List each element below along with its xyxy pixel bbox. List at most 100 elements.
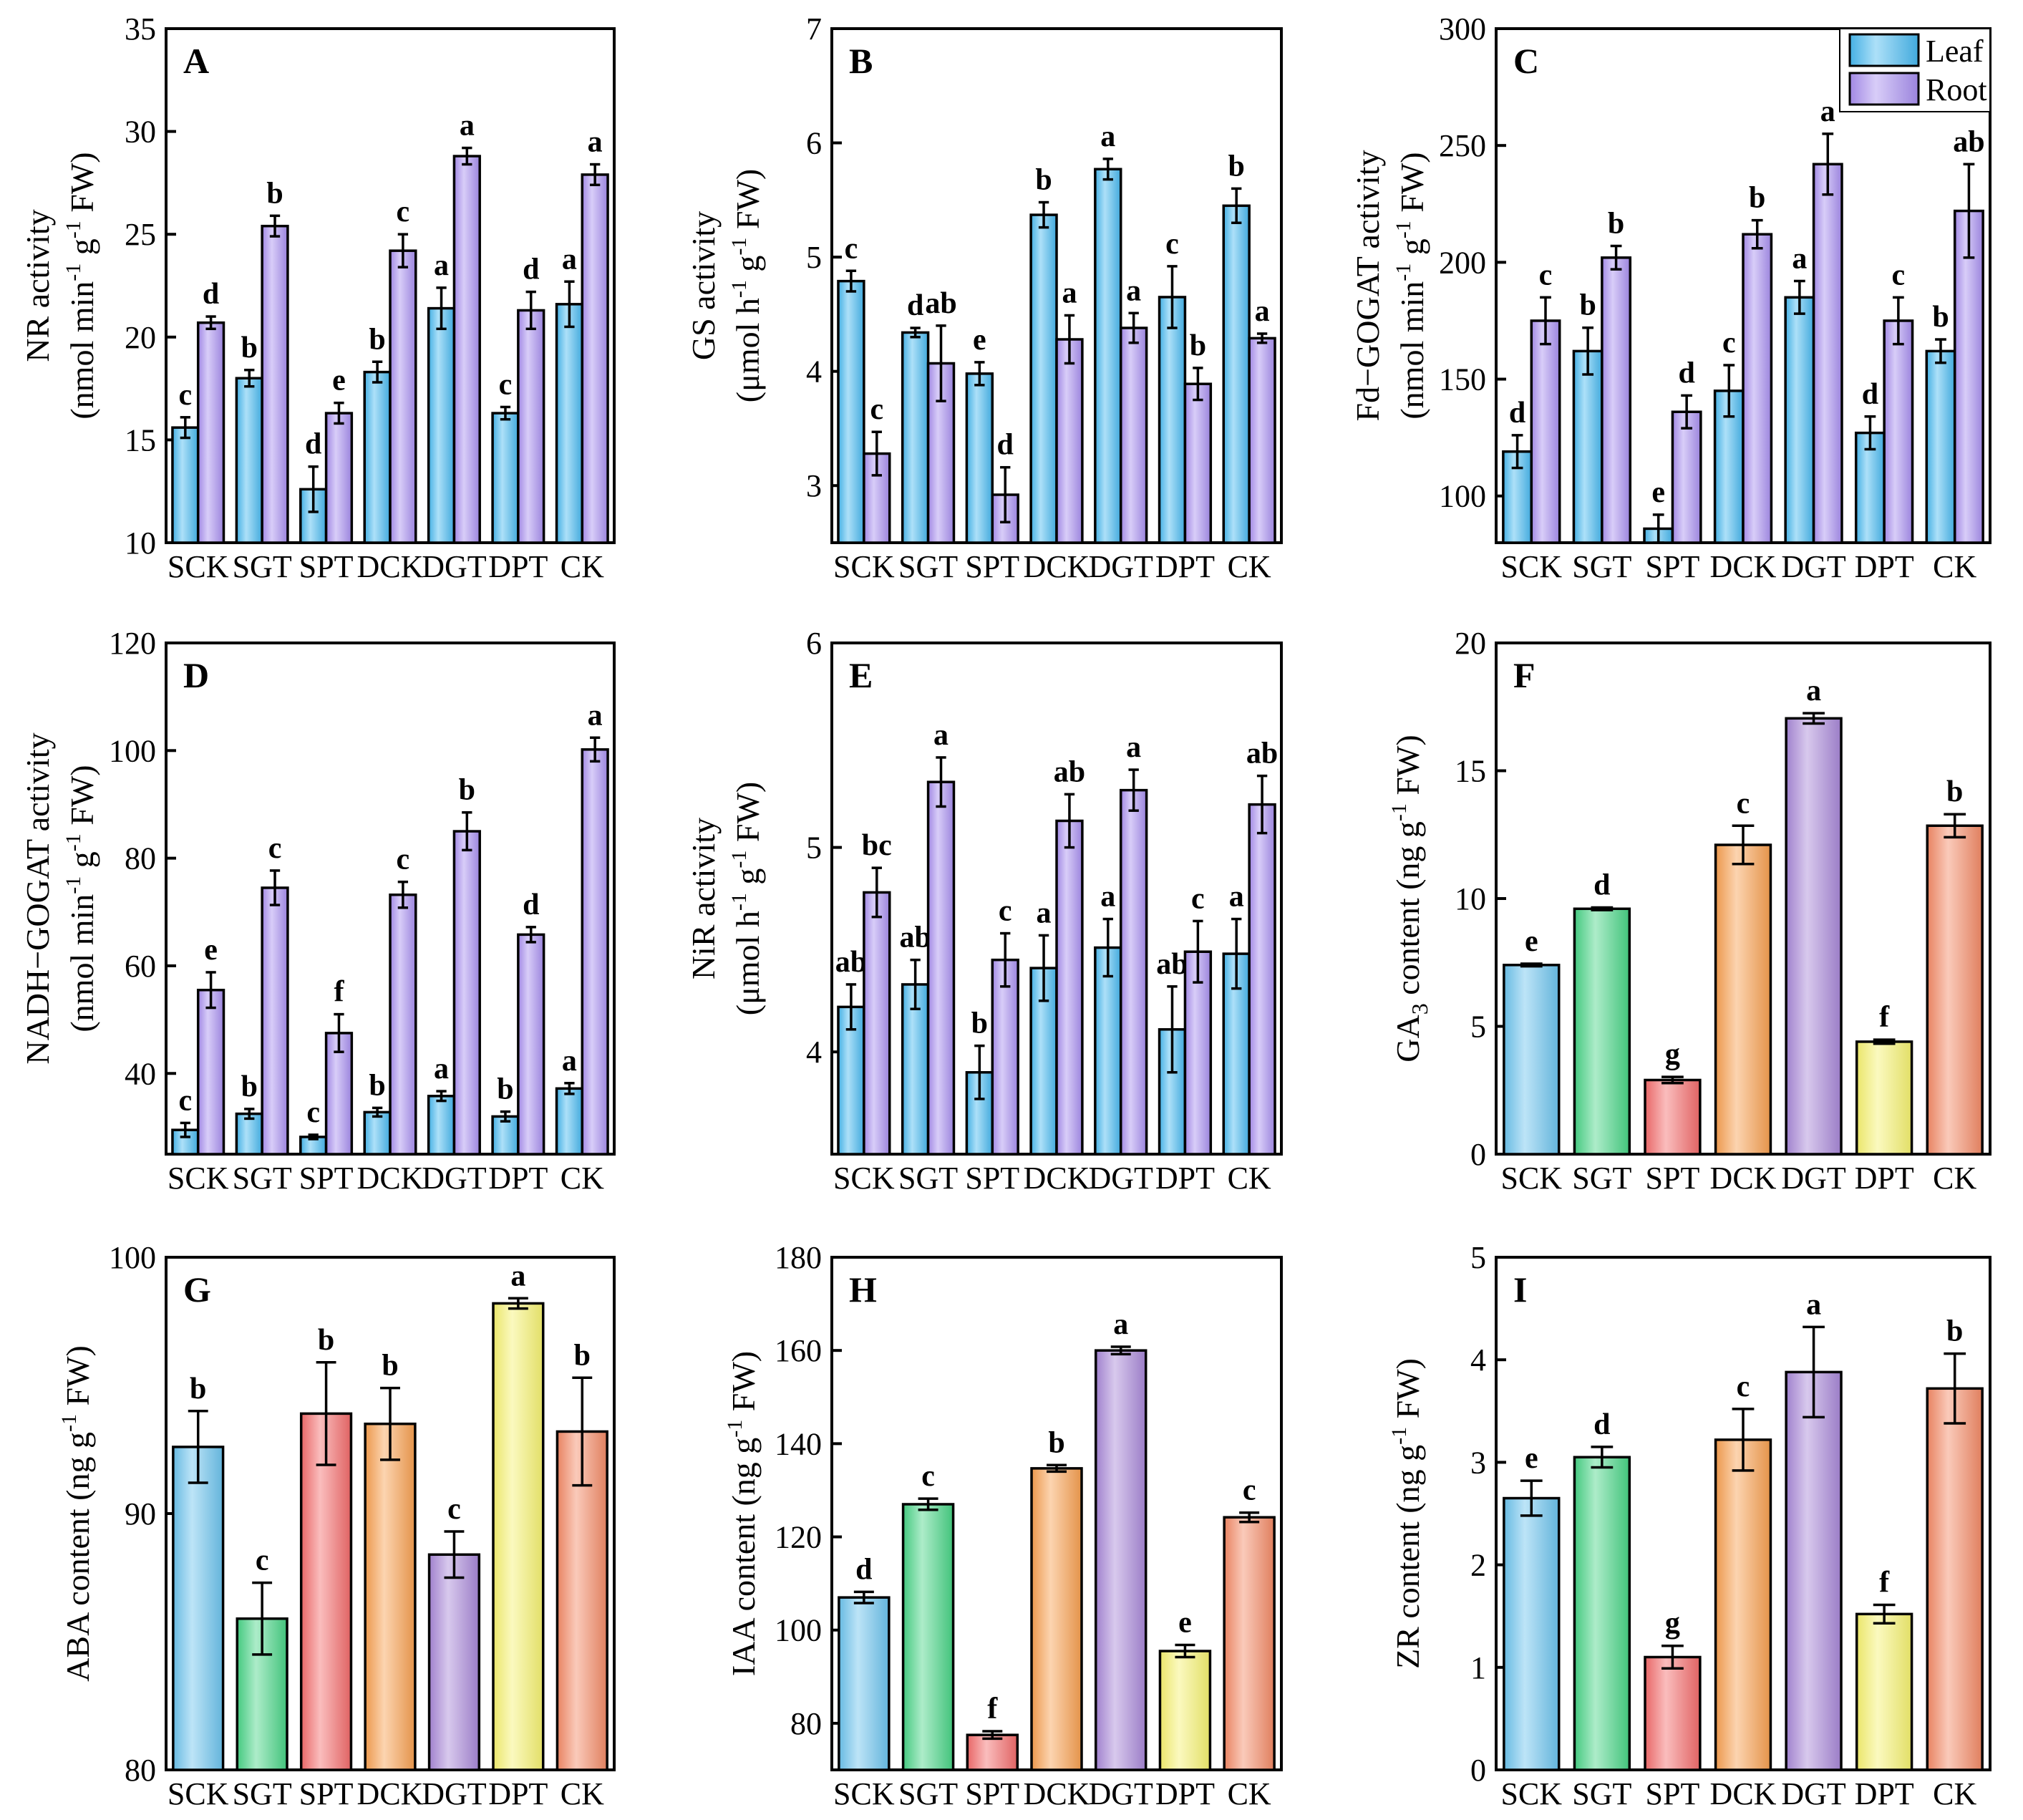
significance-letter: b [459,774,475,807]
x-tick-label: DPT [488,1161,548,1196]
x-tick-label: SPT [965,1776,1019,1811]
significance-letter: f [1879,1001,1890,1034]
y-tick-label: 5 [1470,1240,1486,1275]
significance-letter: a [460,110,475,142]
bar-root [261,224,289,544]
x-tick-label: SGT [898,1776,958,1811]
bar-leaf [1029,967,1058,1156]
y-tick-label: 6 [806,626,822,661]
x-tick-label: DCK [357,1161,424,1196]
bar-root [1953,209,1984,544]
bar-leaf [1572,349,1604,544]
chart-panel-I: 0 1 2 3 4 5I ZR content (ng g-1 FW) SCK SGT SPT DC… [1387,1240,1992,1811]
significance-letter: a [510,1259,525,1292]
y-axis-unit: (nmol min-1 g-1 FW) [62,765,100,1032]
y-tick-label: 3 [806,468,822,503]
significance-letter: d [523,253,539,286]
y-axis-unit: (μmol h-1 g-1 FW) [727,782,766,1015]
y-tick-label: 250 [1439,128,1486,163]
significance-letter: d [907,289,923,322]
significance-letter: a [562,243,577,276]
y-tick-label: 10 [125,526,156,561]
bar-spt [966,1733,1019,1771]
x-tick-label: SPT [1646,1161,1700,1196]
y-axis-title: ABA content (ng g-1 FW) [57,1345,96,1682]
significance-letter: a [562,1045,577,1078]
significance-letter: g [1665,1607,1680,1640]
y-tick-label: 4 [806,354,822,389]
significance-letter: e [332,364,346,397]
x-tick-label: DPT [1155,549,1215,584]
significance-letter: b [1946,775,1963,808]
significance-letter: c [397,843,410,876]
significance-letter: f [334,976,344,1009]
significance-letter: c [268,832,282,865]
bar-dgt [427,1553,481,1771]
significance-letter: d [1509,397,1525,430]
significance-letter: b [1932,301,1949,334]
y-tick-label: 2 [1470,1548,1486,1583]
x-tick-label: DPT [1155,1776,1215,1811]
x-tick-label: CK [1933,549,1976,584]
bar-root [324,412,354,544]
significance-letter: ab [1156,948,1188,981]
bar-root [389,893,417,1156]
chart-panel-F: 0 5 10 15 20 F GA3 content (ng g-1 FW) SCK SGT SP… [1387,626,1992,1196]
significance-letter: d [997,429,1014,462]
bar-root [1601,256,1632,544]
significance-letter: d [1678,357,1694,389]
bar-root [1812,163,1843,544]
x-tick-label: SCK [833,549,895,584]
bar-dgt [1785,1370,1843,1771]
significance-letter: b [190,1373,206,1405]
x-tick-label: DGT [422,549,487,584]
chart-panel-D: 40 60 80 100 120 D NADH−GOGAT activity (nmol mi… [19,626,616,1196]
significance-letter: a [1229,881,1244,914]
significance-letter: a [1126,274,1141,307]
y-tick-label: 5 [806,240,822,275]
significance-letter: ab [1246,737,1278,770]
bar-leaf [235,377,263,544]
bar-spt [299,1412,353,1771]
panel-label: H [849,1269,877,1310]
bar-dgt [1094,1349,1148,1771]
x-tick-label: SPT [299,549,354,584]
legend-swatch-root [1848,72,1920,106]
chart-panel-E: 4 5 6E NiR activity (μmol h-1 g-1 FW) SCK SGT S… [685,626,1283,1196]
significance-letter: a [588,126,603,159]
panel-label: B [849,41,873,81]
bar-sck [838,1596,891,1771]
y-tick-label: 15 [125,422,156,458]
bar-root [1671,410,1702,544]
x-tick-label: DGT [1088,1776,1153,1811]
bar-root [1883,319,1914,544]
x-tick-label: CK [1933,1776,1976,1811]
bar-dck [1714,843,1772,1156]
significance-letter: b [266,177,283,210]
bar-root [581,173,609,544]
significance-letter: b [369,323,385,356]
bar-dpt [1158,1650,1212,1771]
y-axis-unit: (nmol min-1 g-1 FW) [62,152,100,419]
y-tick-label: 20 [1455,626,1486,661]
y-tick-label: 80 [125,1753,156,1788]
x-tick-label: SGT [233,1776,292,1811]
x-tick-label: DGT [1781,1161,1846,1196]
significance-letter: a [434,249,449,282]
significance-letter: d [203,278,219,311]
y-axis-title: GS activity [685,211,722,360]
significance-letter: c [499,368,513,401]
y-axis-title: ZR content (ng g-1 FW) [1387,1358,1426,1669]
bar-root [926,780,956,1156]
significance-letter: ab [899,921,931,954]
significance-letter: b [1190,329,1206,362]
bar-root [1530,319,1561,544]
panel-label: F [1513,655,1536,695]
bar-dck [1714,1438,1772,1771]
significance-letter: b [1579,289,1596,322]
x-tick-label: SPT [965,549,1019,584]
x-tick-label: DCK [357,549,424,584]
significance-letter: c [256,1544,269,1577]
